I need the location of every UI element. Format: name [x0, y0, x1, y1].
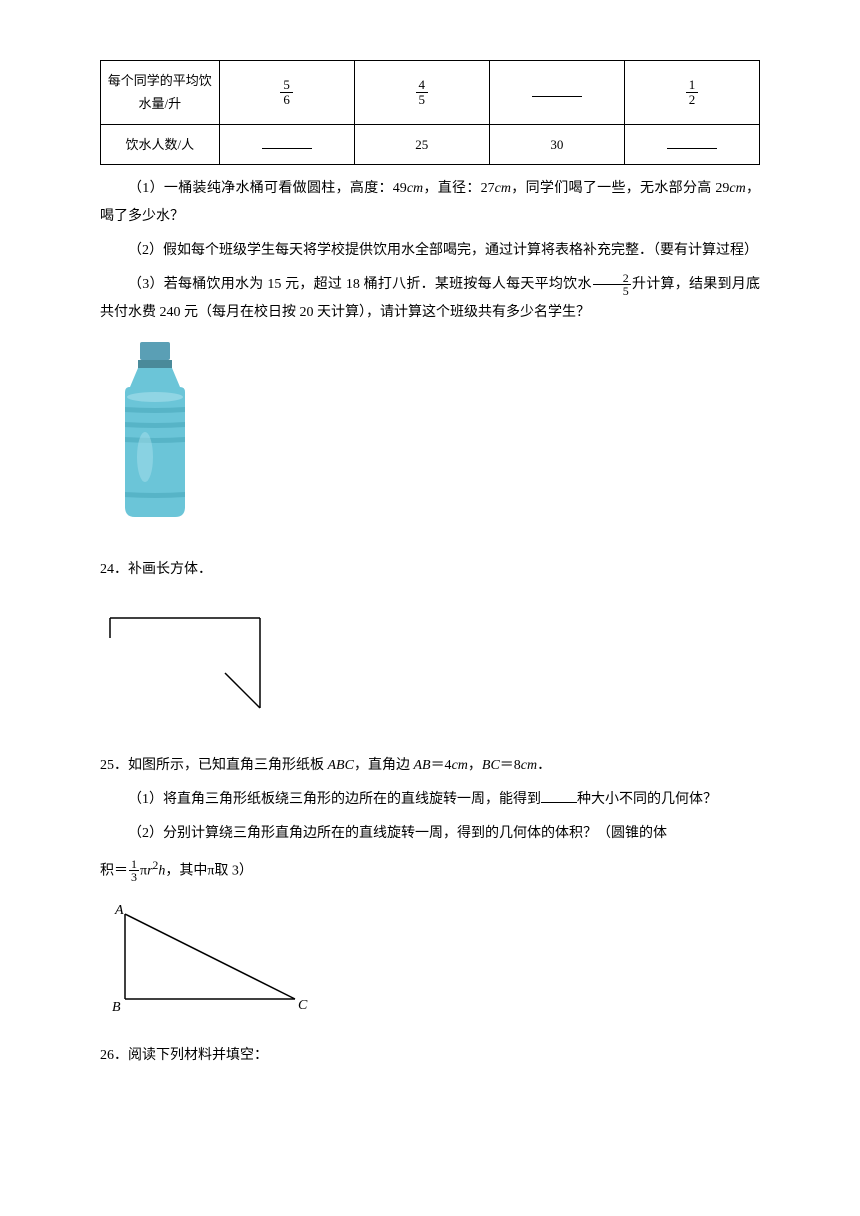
row1-header: 每个同学的平均饮水量/升 [101, 61, 220, 125]
q24-label: 24．补画长方体． [100, 556, 760, 584]
cell-r1c4: 1 2 [624, 61, 759, 125]
triangle-abc-icon: A B C [100, 899, 320, 1019]
row2-header: 饮水人数/人 [101, 124, 220, 164]
fraction-4-5: 4 5 [416, 78, 429, 108]
table-row: 每个同学的平均饮水量/升 5 6 4 5 1 2 [101, 61, 760, 125]
fraction-5-6: 5 6 [280, 78, 293, 108]
blank-field [541, 789, 577, 803]
bottle-icon [100, 337, 210, 537]
cuboid-partial-icon [100, 598, 320, 728]
cell-r1c3 [489, 61, 624, 125]
cell-r2c3: 30 [489, 124, 624, 164]
q26-label: 26．阅读下列材料并填空： [100, 1042, 760, 1070]
vertex-b: B [112, 1000, 121, 1015]
q25-formula: 积＝13πr2h，其中π取 3） [100, 854, 760, 886]
blank-field [532, 83, 582, 97]
q23-part3: （3）若每桶饮用水为 15 元，超过 18 桶打八折．某班按每人每天平均饮水25… [100, 271, 760, 327]
blank-field [262, 135, 312, 149]
water-bottle-image [100, 337, 760, 546]
fraction-1-2: 1 2 [686, 78, 699, 108]
q23-part2: （2）假如每个班级学生每天将学校提供饮用水全部喝完，通过计算将表格补充完整．（要… [100, 237, 760, 265]
cell-r1c1: 5 6 [219, 61, 354, 125]
table-row: 饮水人数/人 25 30 [101, 124, 760, 164]
fraction-1-3: 13 [129, 858, 139, 883]
q25-intro: 25．如图所示，已知直角三角形纸板 ABC，直角边 AB＝4cm，BC＝8cm． [100, 752, 760, 780]
cell-r2c2: 25 [354, 124, 489, 164]
q23-part1: （1）一桶装纯净水桶可看做圆柱，高度：49cm，直径：27cm，同学们喝了一些，… [100, 175, 760, 231]
vertex-a: A [114, 903, 124, 918]
fraction-2-5: 25 [593, 272, 631, 297]
blank-field [667, 135, 717, 149]
water-data-table: 每个同学的平均饮水量/升 5 6 4 5 1 2 饮水人数/人 25 30 [100, 60, 760, 165]
q25-part1: （1）将直角三角形纸板绕三角形的边所在的直线旋转一周，能得到种大小不同的几何体？ [100, 786, 760, 814]
cell-r2c1 [219, 124, 354, 164]
cell-r2c4 [624, 124, 759, 164]
vertex-c: C [298, 998, 308, 1013]
q25-part2: （2）分别计算绕三角形直角边所在的直线旋转一周，得到的几何体的体积？（圆锥的体 [100, 820, 760, 848]
cell-r1c2: 4 5 [354, 61, 489, 125]
